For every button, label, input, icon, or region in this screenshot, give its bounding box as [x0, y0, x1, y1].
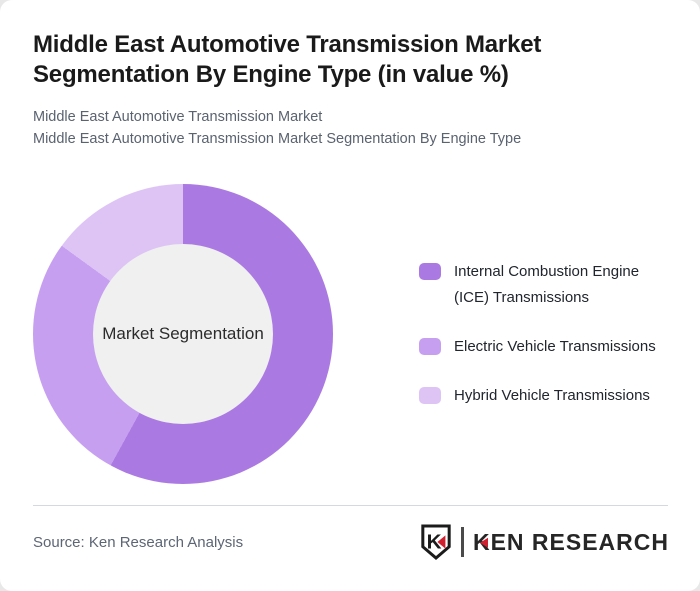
footer: Source: Ken Research Analysis K KEN RESE…	[0, 524, 700, 560]
legend-swatch-icon	[419, 263, 441, 280]
donut-center-label: Market Segmentation	[102, 324, 264, 343]
legend-swatch-icon	[419, 387, 441, 404]
subtitle-line-1: Middle East Automotive Transmission Mark…	[33, 109, 323, 125]
shield-accent-triangle-icon	[437, 535, 446, 549]
header: Middle East Automotive Transmission Mark…	[0, 0, 700, 150]
shield-letter: K	[427, 531, 442, 554]
donut-ring: Market Segmentation	[33, 184, 333, 484]
legend-label: Internal Combustion Engine (ICE) Transmi…	[454, 263, 640, 306]
ken-research-logo: K KEN RESEARCH	[420, 524, 669, 560]
page-title-line-1: Middle East Automotive Transmission Mark…	[33, 31, 542, 58]
legend-swatch-icon	[419, 338, 441, 355]
shield-outline	[421, 524, 452, 560]
chart-area: Market Segmentation Internal Combustion …	[0, 184, 700, 484]
logo-accent-triangle-icon	[479, 537, 488, 548]
donut-center: Market Segmentation	[93, 244, 273, 424]
legend-label: Electric Vehicle Transmissions	[454, 338, 656, 355]
subtitle-line-2: Middle East Automotive Transmission Mark…	[33, 131, 522, 147]
legend-item: Internal Combustion Engine (ICE) Transmi…	[419, 259, 669, 311]
page-title-line-2: Segmentation By Engine Type (in value %)	[33, 61, 509, 88]
page-title: Middle East Automotive Transmission Mark…	[33, 30, 667, 90]
source-text: Source: Ken Research Analysis	[33, 533, 244, 551]
legend-label: Hybrid Vehicle Transmissions	[454, 387, 650, 404]
legend-item: Hybrid Vehicle Transmissions	[419, 383, 669, 409]
ken-research-shield-icon: K	[421, 524, 452, 560]
logo-divider	[461, 527, 464, 557]
subtitle-block: Middle East Automotive Transmission Mark…	[33, 106, 667, 150]
logo-text-wrap: KEN RESEARCH	[473, 529, 669, 556]
chart-legend: Internal Combustion Engine (ICE) Transmi…	[419, 259, 669, 409]
footer-divider	[33, 505, 668, 506]
logo-text: KEN RESEARCH	[472, 528, 669, 555]
legend-item: Electric Vehicle Transmissions	[419, 334, 669, 360]
